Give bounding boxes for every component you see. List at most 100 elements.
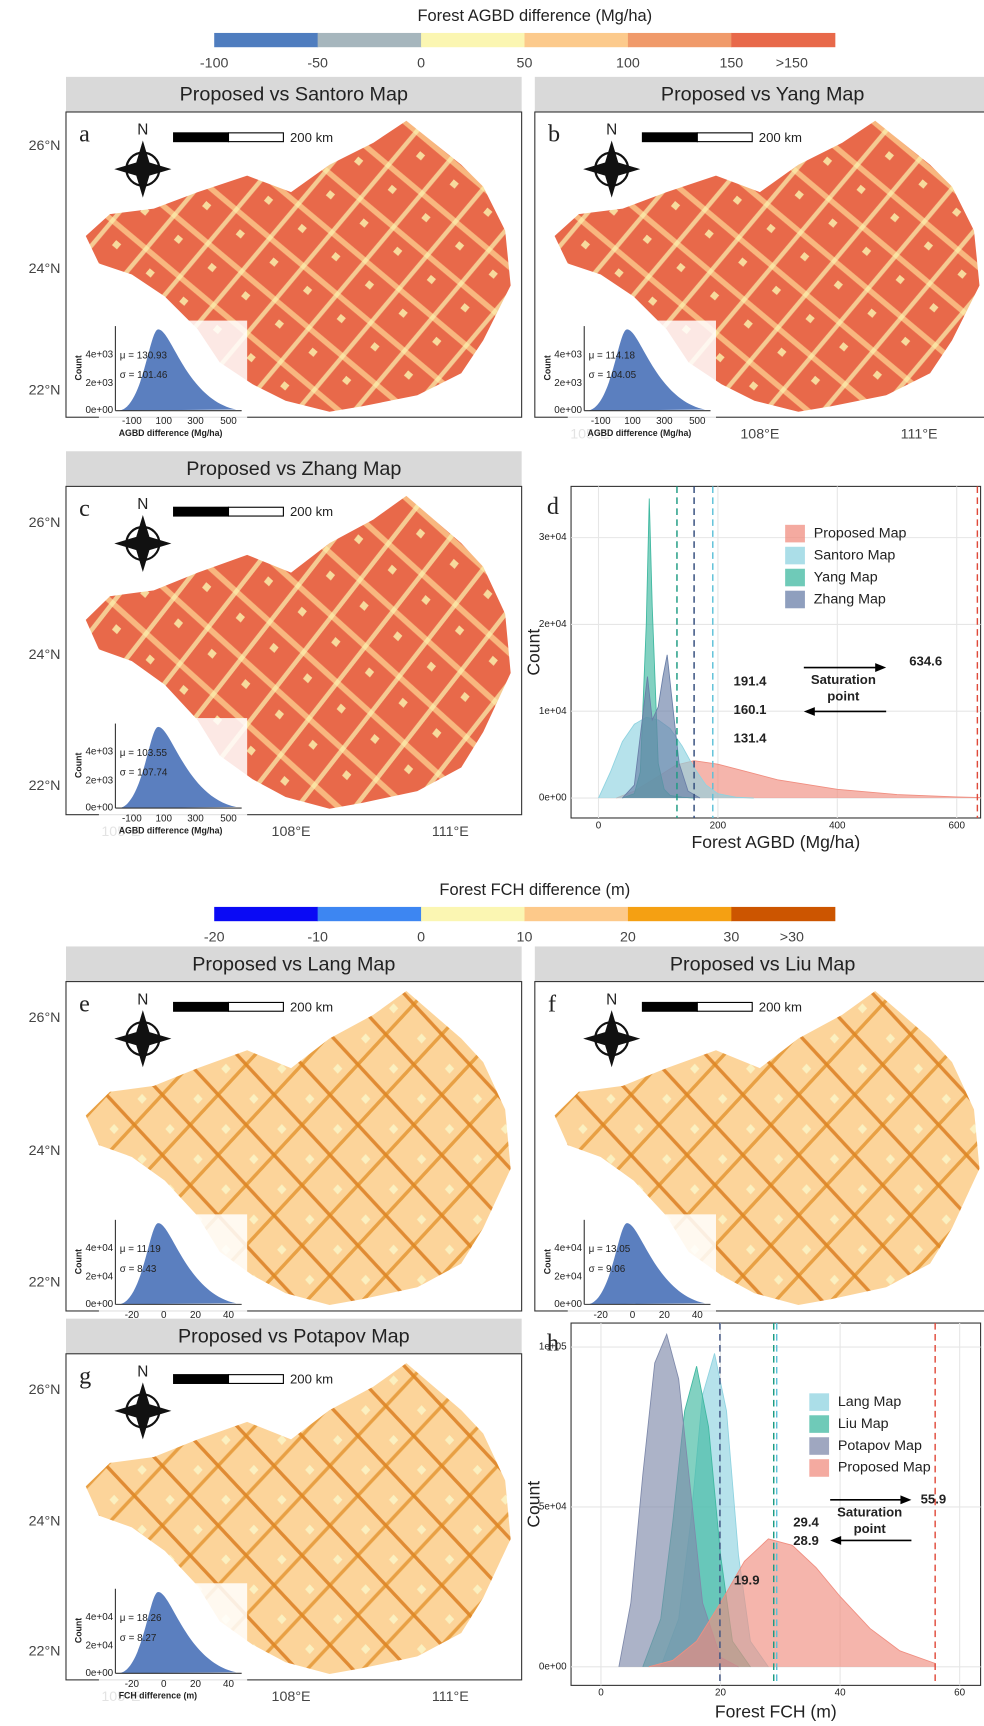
scale-bar-white <box>227 1374 284 1384</box>
panel-letter: d <box>547 493 559 520</box>
inset-density <box>118 329 237 411</box>
legend-swatch <box>785 590 805 609</box>
x-axis-title: Forest FCH (m) <box>715 1701 837 1721</box>
reference-label: 634.6 <box>909 654 942 669</box>
inset-y-label: Count <box>73 753 83 778</box>
scale-bar-white <box>696 1001 753 1012</box>
inset-x-tick: 20 <box>190 1310 201 1321</box>
lat-label: 26°N <box>29 1010 61 1026</box>
inset-x-label: AGBD difference (Mg/ha) <box>119 825 223 835</box>
inset-x-tick: 300 <box>187 416 204 427</box>
inset-density <box>118 1223 237 1305</box>
x-tick-label: 600 <box>948 820 965 831</box>
inset-x-label: FCH difference (m) <box>119 1691 197 1701</box>
inset-x-label: AGBD difference (Mg/ha) <box>588 428 692 438</box>
legend-swatch <box>785 524 805 543</box>
north-label: N <box>137 1364 148 1381</box>
lat-label: 22°N <box>29 1643 61 1659</box>
compass-ring <box>125 1021 161 1057</box>
colorbar-label: >150 <box>776 55 808 71</box>
colorbar-label: >30 <box>780 929 804 945</box>
x-tick-label: 400 <box>829 820 846 831</box>
arrow-head <box>900 1495 912 1505</box>
y-tick-label: 0e+00 <box>539 793 567 804</box>
legend-label: Santoro Map <box>814 547 896 563</box>
lat-label: 22°N <box>29 383 61 399</box>
inset-y-tick: 2e+03 <box>554 378 582 389</box>
inset-x-tick: 100 <box>155 416 172 427</box>
panel-letter: f <box>548 990 557 1017</box>
annotation: Saturation <box>811 672 876 687</box>
legend-label: Yang Map <box>814 569 878 585</box>
panel-header <box>534 946 984 982</box>
inset-mu: μ = 130.93 <box>120 350 168 361</box>
inset-x-tick: 100 <box>155 814 172 825</box>
inset-y-tick: 0e+00 <box>85 803 113 814</box>
inset-y-tick: 4e+04 <box>85 1243 113 1254</box>
lat-label: 24°N <box>29 261 61 277</box>
scale-label: 200 km <box>290 1372 333 1387</box>
scale-bar-black <box>173 1374 230 1384</box>
panel-letter: g <box>79 1362 91 1389</box>
scale-bar-black <box>173 1001 230 1012</box>
inset-x-tick: 0 <box>161 1679 167 1690</box>
panel-letter: h <box>547 1330 559 1357</box>
panel-title: Proposed vs Yang Map <box>661 84 864 106</box>
annotation: point <box>854 1521 887 1536</box>
inset-sigma: σ = 104.05 <box>589 370 637 381</box>
scale-bar-black <box>173 506 230 517</box>
inset-y-tick: 2e+04 <box>554 1272 582 1283</box>
colorbar-segment <box>421 906 526 922</box>
colorbar-label: 20 <box>620 929 636 945</box>
colorbar-segment <box>524 906 629 922</box>
inset-y-tick: 4e+03 <box>85 349 113 360</box>
panel-header <box>65 946 522 982</box>
reference-label: 131.4 <box>734 730 768 745</box>
x-axis-title: Forest AGBD (Mg/ha) <box>691 832 860 852</box>
inset-x-tick: 500 <box>689 416 706 427</box>
lon-label: 108°E <box>272 1689 311 1705</box>
panel-letter: a <box>79 121 90 148</box>
north-label: N <box>137 991 148 1008</box>
inset-y-tick: 4e+04 <box>85 1612 113 1623</box>
inset-x-tick: -100 <box>122 814 142 825</box>
scale-label: 200 km <box>759 130 802 145</box>
colorbar-label: 30 <box>723 929 739 945</box>
reference-label: 191.4 <box>734 673 768 688</box>
inset-x-tick: -100 <box>122 416 142 427</box>
compass <box>114 1010 172 1068</box>
colorbar-label: -20 <box>204 929 225 945</box>
legend-swatch <box>809 1415 830 1433</box>
inset-x-tick: 300 <box>656 416 673 427</box>
colorbar-segment <box>214 906 319 922</box>
panel-title: Proposed vs Liu Map <box>670 953 856 975</box>
scale-label: 200 km <box>759 999 802 1014</box>
inset-x-tick: -100 <box>591 416 611 427</box>
lat-label: 26°N <box>29 515 61 531</box>
colorbar-title: Forest FCH difference (m) <box>439 881 630 899</box>
legend-label: Potapov Map <box>838 1438 922 1454</box>
inset-x-tick: 0 <box>630 1310 636 1321</box>
inset-mu: μ = 114.18 <box>589 350 636 361</box>
colorbar-segment <box>317 32 422 48</box>
lon-label: 108°E <box>740 427 779 443</box>
compass-ring <box>594 151 630 187</box>
compass <box>114 514 172 573</box>
legend-label: Liu Map <box>838 1416 889 1432</box>
map-region <box>554 120 980 412</box>
scale-bar-black <box>173 132 230 143</box>
compass-ring <box>125 151 161 187</box>
scale-label: 200 km <box>290 999 333 1014</box>
inset-sigma: σ = 8.43 <box>120 1264 157 1275</box>
legend-label: Proposed Map <box>838 1460 931 1476</box>
colorbar-label: 100 <box>616 55 640 71</box>
panel-title: Proposed vs Zhang Map <box>186 458 401 480</box>
map-region <box>554 991 980 1306</box>
scale-label: 200 km <box>290 130 333 145</box>
scale-bar-white <box>227 1001 284 1012</box>
inset-y-tick: 0e+00 <box>554 405 582 416</box>
legend-label: Zhang Map <box>814 591 886 607</box>
scale-bar-black <box>641 1001 698 1012</box>
panel-header <box>65 451 522 487</box>
inset-x-tick: 500 <box>220 814 237 825</box>
